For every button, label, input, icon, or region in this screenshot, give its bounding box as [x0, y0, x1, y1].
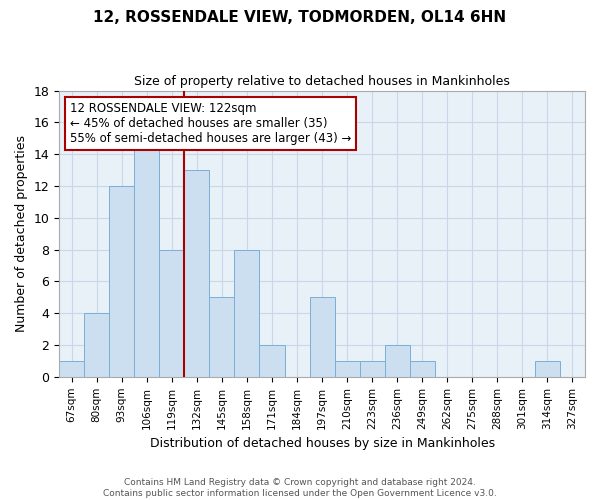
Bar [385, 345, 410, 377]
Bar [535, 361, 560, 377]
Bar [209, 298, 235, 377]
Bar [134, 138, 160, 377]
Text: 12 ROSSENDALE VIEW: 122sqm
← 45% of detached houses are smaller (35)
55% of semi: 12 ROSSENDALE VIEW: 122sqm ← 45% of deta… [70, 102, 351, 145]
Bar [359, 361, 385, 377]
Bar [160, 250, 184, 377]
Bar [109, 186, 134, 377]
Bar [84, 313, 109, 377]
X-axis label: Distribution of detached houses by size in Mankinholes: Distribution of detached houses by size … [149, 437, 494, 450]
Text: Contains HM Land Registry data © Crown copyright and database right 2024.
Contai: Contains HM Land Registry data © Crown c… [103, 478, 497, 498]
Bar [184, 170, 209, 377]
Bar [59, 361, 84, 377]
Bar [335, 361, 359, 377]
Bar [259, 345, 284, 377]
Y-axis label: Number of detached properties: Number of detached properties [15, 135, 28, 332]
Text: 12, ROSSENDALE VIEW, TODMORDEN, OL14 6HN: 12, ROSSENDALE VIEW, TODMORDEN, OL14 6HN [94, 10, 506, 25]
Bar [235, 250, 259, 377]
Title: Size of property relative to detached houses in Mankinholes: Size of property relative to detached ho… [134, 75, 510, 88]
Bar [310, 298, 335, 377]
Bar [410, 361, 435, 377]
